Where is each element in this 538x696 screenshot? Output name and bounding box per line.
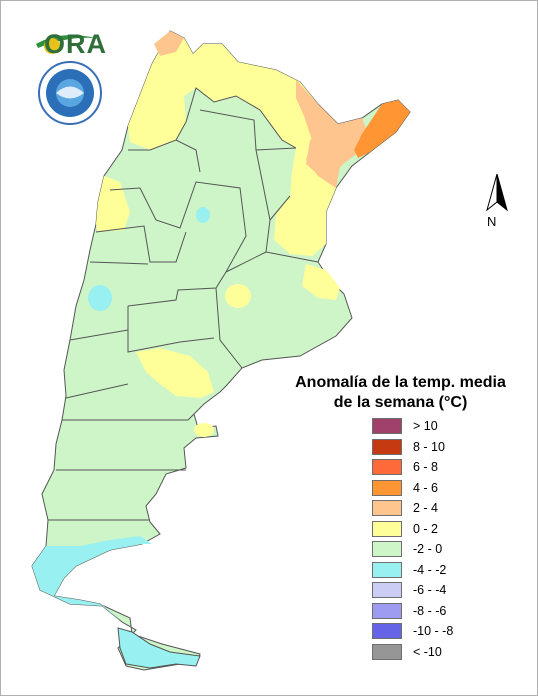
- legend-label: 2 - 4: [413, 501, 439, 516]
- smn-seal-icon: [38, 61, 102, 125]
- zone-0-2-north: [128, 31, 318, 150]
- ora-logo-icon: [36, 35, 96, 54]
- legend-item: -6 - -4: [372, 580, 453, 601]
- legend-label: 4 - 6: [413, 480, 439, 495]
- tierra-del-fuego: [117, 627, 201, 669]
- legend-swatch: [372, 602, 402, 619]
- legend-swatch: [372, 459, 402, 476]
- legend-swatch: [372, 582, 402, 599]
- legend-swatch: [372, 418, 402, 435]
- legend-swatch: [372, 520, 402, 537]
- legend-label: 8 - 10: [413, 439, 445, 454]
- legend-item: 6 - 8: [372, 457, 453, 478]
- legend-swatch: [372, 500, 402, 517]
- zone-0-2-pampa: [136, 348, 214, 398]
- legend-swatch: [372, 643, 402, 660]
- zone-neg4-neg2-south: [32, 536, 152, 622]
- legend-item: -2 - 0: [372, 539, 453, 560]
- legend-swatch: [372, 623, 402, 640]
- legend-title-line1: Anomalía de la temp. media: [295, 374, 506, 391]
- zone-neg4-neg2-mendoza: [88, 285, 112, 311]
- zone-neg4-neg2-cordoba: [196, 207, 210, 223]
- legend-title-line2: de la semana (°C): [333, 394, 468, 411]
- legend-label: -10 - -8: [413, 624, 454, 639]
- ora-logo-text: ORA: [44, 29, 107, 59]
- legend-item: 4 - 6: [372, 478, 453, 499]
- legend: > 10 8 - 10 6 - 8 4 - 6 2 - 4 0 - 2 -2 - 0 -4 -…: [372, 416, 453, 662]
- legend-label: -4 - -2: [413, 562, 447, 577]
- zone-0-2-valdes: [194, 423, 214, 437]
- legend-item: < -10: [372, 642, 453, 663]
- legend-item: > 10: [372, 416, 453, 437]
- province-boundaries: [48, 87, 319, 521]
- legend-title: Anomalía de la temp. media de la semana …: [288, 373, 513, 413]
- legend-swatch: [372, 541, 402, 558]
- zone-0-2-spot: [225, 284, 251, 308]
- legend-swatch: [372, 561, 402, 578]
- legend-label: 6 - 8: [413, 460, 439, 475]
- legend-item: -4 - -2: [372, 560, 453, 581]
- legend-item: 0 - 2: [372, 519, 453, 540]
- legend-label: < -10: [413, 644, 442, 659]
- zone-0-2-coast: [302, 264, 340, 300]
- legend-label: > 10: [413, 419, 438, 434]
- zone-2-4-corrientes: [306, 118, 368, 178]
- north-arrow-icon: [486, 173, 508, 212]
- zone-2-4-northwest: [154, 31, 184, 56]
- legend-label: -8 - -6: [413, 603, 447, 618]
- legend-item: 8 - 10: [372, 437, 453, 458]
- legend-item: -10 - -8: [372, 621, 453, 642]
- legend-label: -2 - 0: [413, 542, 443, 557]
- legend-item: -8 - -6: [372, 601, 453, 622]
- legend-swatch: [372, 438, 402, 455]
- zone-4-6-misiones: [354, 100, 410, 158]
- zone-0-2-west: [96, 176, 130, 232]
- legend-label: -6 - -4: [413, 583, 447, 598]
- north-arrow-label: N: [487, 214, 497, 229]
- legend-label: 0 - 2: [413, 521, 439, 536]
- legend-swatch: [372, 479, 402, 496]
- legend-item: 2 - 4: [372, 498, 453, 519]
